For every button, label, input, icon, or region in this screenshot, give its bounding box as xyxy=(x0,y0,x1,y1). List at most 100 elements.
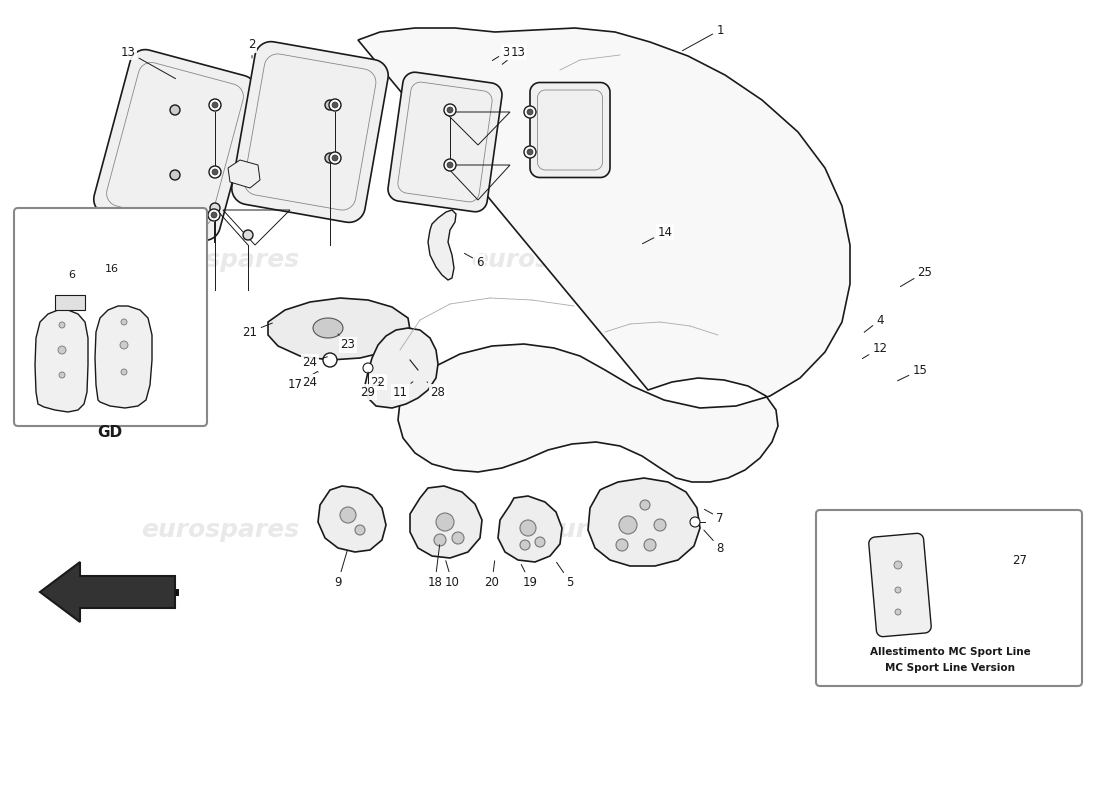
Text: GD: GD xyxy=(98,425,122,440)
Circle shape xyxy=(324,100,336,110)
Text: 12: 12 xyxy=(862,342,888,358)
Circle shape xyxy=(329,99,341,111)
Polygon shape xyxy=(318,486,386,552)
Polygon shape xyxy=(498,496,562,562)
Circle shape xyxy=(644,539,656,551)
Circle shape xyxy=(520,520,536,536)
Circle shape xyxy=(690,517,700,527)
Circle shape xyxy=(355,525,365,535)
Circle shape xyxy=(619,516,637,534)
Text: 13: 13 xyxy=(503,46,526,64)
Circle shape xyxy=(895,587,901,593)
Circle shape xyxy=(120,341,128,349)
Text: 11: 11 xyxy=(393,382,412,398)
Text: eurospares: eurospares xyxy=(141,518,299,542)
Polygon shape xyxy=(35,310,88,412)
Text: 19: 19 xyxy=(521,565,538,589)
Circle shape xyxy=(170,105,180,115)
Text: 9: 9 xyxy=(334,550,348,589)
Polygon shape xyxy=(388,72,502,212)
Circle shape xyxy=(527,109,534,115)
Circle shape xyxy=(452,532,464,544)
Circle shape xyxy=(332,102,338,108)
Polygon shape xyxy=(228,160,260,188)
Polygon shape xyxy=(40,562,175,622)
Text: 14: 14 xyxy=(642,226,672,244)
Polygon shape xyxy=(588,478,700,566)
Circle shape xyxy=(208,209,220,221)
Circle shape xyxy=(654,519,666,531)
Text: 25: 25 xyxy=(901,266,933,286)
Circle shape xyxy=(363,363,373,373)
Circle shape xyxy=(895,609,901,615)
Text: 5: 5 xyxy=(557,562,574,589)
Circle shape xyxy=(323,353,337,367)
Circle shape xyxy=(616,539,628,551)
Circle shape xyxy=(447,162,453,168)
Circle shape xyxy=(434,534,446,546)
Text: 27: 27 xyxy=(1012,554,1027,566)
Circle shape xyxy=(640,500,650,510)
Circle shape xyxy=(447,107,453,113)
Circle shape xyxy=(58,346,66,354)
Circle shape xyxy=(340,507,356,523)
Circle shape xyxy=(209,99,221,111)
Polygon shape xyxy=(530,82,610,178)
Circle shape xyxy=(365,390,371,396)
Text: 13: 13 xyxy=(121,46,176,78)
Text: 2: 2 xyxy=(249,38,255,58)
Polygon shape xyxy=(869,534,932,637)
Circle shape xyxy=(520,540,530,550)
Text: 24: 24 xyxy=(302,355,328,369)
Polygon shape xyxy=(95,306,152,408)
Circle shape xyxy=(59,372,65,378)
Circle shape xyxy=(210,203,220,213)
Circle shape xyxy=(894,561,902,569)
Polygon shape xyxy=(410,486,482,558)
Text: 21: 21 xyxy=(242,323,273,338)
Polygon shape xyxy=(232,42,388,222)
Circle shape xyxy=(212,169,218,175)
Text: 8: 8 xyxy=(704,530,724,554)
Text: 24: 24 xyxy=(302,372,318,389)
Text: 17: 17 xyxy=(287,371,318,391)
Circle shape xyxy=(243,230,253,240)
FancyBboxPatch shape xyxy=(816,510,1082,686)
Polygon shape xyxy=(94,50,256,240)
Text: 20: 20 xyxy=(485,561,499,589)
Text: 10: 10 xyxy=(444,561,460,589)
Text: eurospares: eurospares xyxy=(471,248,629,272)
Circle shape xyxy=(121,319,126,325)
Ellipse shape xyxy=(314,318,343,338)
Text: 28: 28 xyxy=(427,382,446,398)
Text: Allestimento MC Sport Line: Allestimento MC Sport Line xyxy=(870,647,1031,657)
Circle shape xyxy=(324,153,336,163)
Text: 22: 22 xyxy=(368,372,385,389)
Polygon shape xyxy=(358,28,850,482)
Circle shape xyxy=(524,146,536,158)
Circle shape xyxy=(535,537,544,547)
Text: 15: 15 xyxy=(898,363,927,381)
Text: 1: 1 xyxy=(682,23,724,50)
Polygon shape xyxy=(428,210,456,280)
Circle shape xyxy=(329,152,341,164)
Circle shape xyxy=(170,170,180,180)
Circle shape xyxy=(211,212,217,218)
Circle shape xyxy=(121,369,126,375)
Text: 6: 6 xyxy=(68,270,76,280)
Circle shape xyxy=(332,155,338,161)
Circle shape xyxy=(209,166,221,178)
Text: 18: 18 xyxy=(428,545,442,589)
Text: 7: 7 xyxy=(704,510,724,525)
Text: 16: 16 xyxy=(104,264,119,274)
Text: 3: 3 xyxy=(493,46,509,61)
Circle shape xyxy=(444,159,456,171)
Text: 23: 23 xyxy=(338,334,355,351)
Polygon shape xyxy=(268,298,410,360)
FancyBboxPatch shape xyxy=(14,208,207,426)
Text: 6: 6 xyxy=(464,254,484,269)
Polygon shape xyxy=(365,328,438,408)
Text: MC Sport Line Version: MC Sport Line Version xyxy=(886,663,1015,673)
Text: 29: 29 xyxy=(361,382,379,398)
Circle shape xyxy=(59,322,65,328)
